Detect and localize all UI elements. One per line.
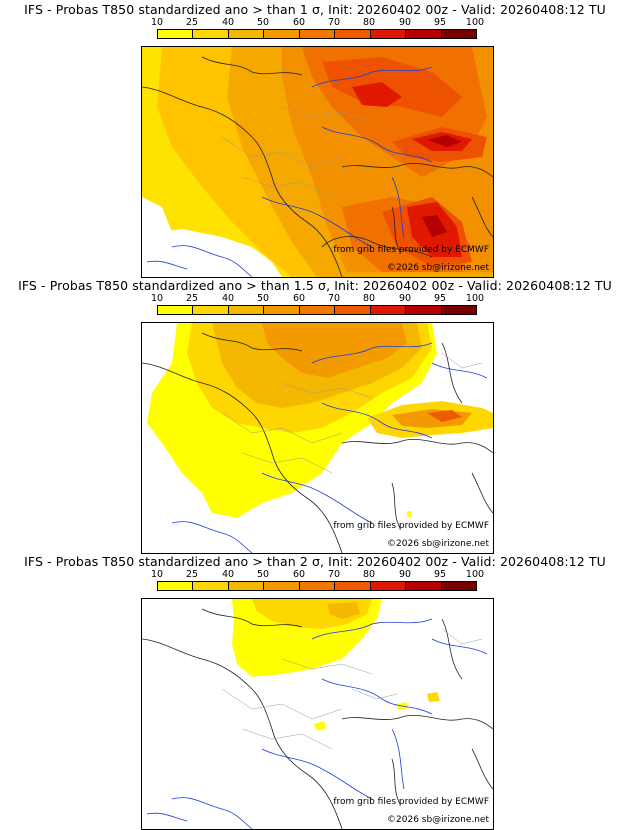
- colorbar-segment: [193, 306, 229, 314]
- tick-label: 90: [398, 569, 412, 580]
- colorbar-segment: [193, 30, 229, 38]
- probability-map: [141, 322, 494, 554]
- probability-map: [141, 598, 494, 830]
- colorbar-ticks: 10 25 40 50 60 70 80 90 95 100: [151, 569, 484, 580]
- colorbar-segment: [441, 582, 476, 590]
- colorbar-segment: [158, 582, 194, 590]
- tick-label: 80: [362, 293, 376, 304]
- colorbar-segment: [406, 582, 442, 590]
- tick-label: 60: [292, 569, 306, 580]
- colorbar-segment: [370, 582, 407, 590]
- tick-label: 80: [362, 569, 376, 580]
- colorbar-segment: [158, 30, 194, 38]
- tick-label: 80: [362, 17, 376, 28]
- tick-label: 25: [185, 569, 199, 580]
- tick-label: 95: [433, 293, 447, 304]
- panel-1_5sigma: IFS - Probas T850 standardized ano > tha…: [0, 276, 630, 554]
- credit-source: from grib files provided by ECMWF: [333, 521, 489, 531]
- panel-title: IFS - Probas T850 standardized ano > tha…: [18, 278, 612, 293]
- credit-source: from grib files provided by ECMWF: [333, 245, 489, 255]
- colorbar-segment: [335, 30, 371, 38]
- credit-source: from grib files provided by ECMWF: [333, 797, 489, 807]
- panel-title: IFS - Probas T850 standardized ano > tha…: [24, 554, 606, 569]
- colorbar-ticks: 10 25 40 50 60 70 80 90 95 100: [151, 17, 484, 28]
- panel-2sigma: IFS - Probas T850 standardized ano > tha…: [0, 552, 630, 830]
- tick-label: 50: [256, 17, 270, 28]
- tick-label: 90: [398, 17, 412, 28]
- tick-label: 70: [327, 569, 341, 580]
- tick-label: 50: [256, 293, 270, 304]
- colorbar-ticks: 10 25 40 50 60 70 80 90 95 100: [151, 293, 484, 304]
- colorbar: [157, 581, 477, 591]
- credit-site: ©2026 sb@irizone.net: [387, 815, 489, 825]
- panel-1sigma: IFS - Probas T850 standardized ano > tha…: [0, 0, 630, 278]
- colorbar: [157, 305, 477, 315]
- colorbar-segment: [370, 306, 407, 314]
- tick-label: 25: [185, 293, 199, 304]
- tick-label: 95: [433, 569, 447, 580]
- probability-map: [141, 46, 494, 278]
- colorbar-segment: [406, 30, 442, 38]
- colorbar-segment: [335, 306, 371, 314]
- colorbar-segment: [299, 30, 336, 38]
- colorbar-segment: [228, 582, 265, 590]
- colorbar-segment: [264, 582, 300, 590]
- tick-label: 40: [221, 569, 235, 580]
- colorbar-segment: [370, 30, 407, 38]
- colorbar-segment: [264, 30, 300, 38]
- credit-site: ©2026 sb@irizone.net: [387, 263, 489, 273]
- panel-title: IFS - Probas T850 standardized ano > tha…: [24, 2, 606, 17]
- tick-label: 40: [221, 17, 235, 28]
- tick-label: 70: [327, 293, 341, 304]
- tick-label: 60: [292, 17, 306, 28]
- colorbar-segment: [264, 306, 300, 314]
- tick-label: 70: [327, 17, 341, 28]
- colorbar-segment: [441, 30, 476, 38]
- tick-label: 90: [398, 293, 412, 304]
- tick-label: 10: [150, 569, 164, 580]
- colorbar-segment: [441, 306, 476, 314]
- colorbar-segment: [193, 582, 229, 590]
- tick-label: 60: [292, 293, 306, 304]
- colorbar-segment: [299, 582, 336, 590]
- tick-label: 10: [150, 17, 164, 28]
- tick-label: 100: [465, 293, 485, 304]
- tick-label: 25: [185, 17, 199, 28]
- tick-label: 95: [433, 17, 447, 28]
- colorbar-segment: [406, 306, 442, 314]
- colorbar-segment: [299, 306, 336, 314]
- colorbar-segment: [228, 306, 265, 314]
- tick-label: 100: [465, 569, 485, 580]
- tick-label: 40: [221, 293, 235, 304]
- credit-site: ©2026 sb@irizone.net: [387, 539, 489, 549]
- tick-label: 10: [150, 293, 164, 304]
- colorbar: [157, 29, 477, 39]
- colorbar-segment: [228, 30, 265, 38]
- tick-label: 100: [465, 17, 485, 28]
- colorbar-segment: [335, 582, 371, 590]
- tick-label: 50: [256, 569, 270, 580]
- colorbar-segment: [158, 306, 194, 314]
